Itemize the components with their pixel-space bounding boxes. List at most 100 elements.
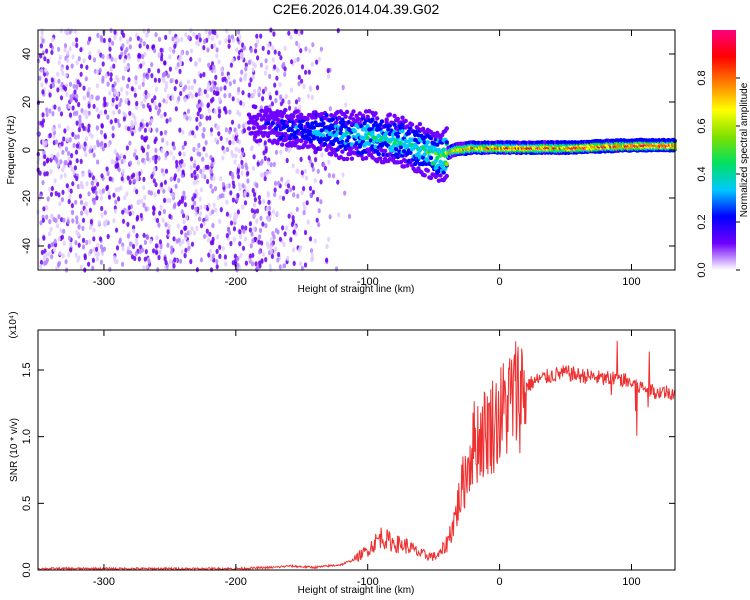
noise-speckle xyxy=(273,82,277,88)
noise-speckle xyxy=(251,252,255,258)
signal-cell xyxy=(375,116,380,121)
noise-speckle xyxy=(41,38,45,44)
noise-speckle xyxy=(96,32,100,39)
noise-speckle xyxy=(153,77,157,83)
noise-speckle xyxy=(227,74,231,81)
noise-speckle xyxy=(122,158,126,164)
noise-speckle xyxy=(105,166,109,172)
noise-speckle xyxy=(108,266,112,272)
noise-speckle xyxy=(221,245,225,251)
noise-speckle xyxy=(209,127,214,133)
noise-speckle xyxy=(264,146,268,152)
noise-speckle xyxy=(195,125,199,131)
noise-speckle xyxy=(158,36,162,42)
noise-speckle xyxy=(211,209,215,215)
noise-speckle xyxy=(88,148,92,154)
noise-speckle xyxy=(62,240,66,246)
noise-speckle xyxy=(189,156,194,162)
noise-speckle xyxy=(270,253,274,259)
noise-speckle xyxy=(72,170,76,176)
noise-speckle xyxy=(126,221,130,227)
noise-speckle xyxy=(262,198,266,204)
colorbar-gradient xyxy=(712,30,736,270)
noise-speckle xyxy=(267,199,271,205)
noise-speckle xyxy=(195,179,199,185)
noise-speckle xyxy=(224,261,228,267)
noise-speckle xyxy=(138,43,142,49)
noise-speckle xyxy=(205,93,209,99)
noise-speckle xyxy=(237,163,241,169)
noise-speckle xyxy=(273,180,278,186)
noise-speckle xyxy=(221,181,226,188)
noise-speckle xyxy=(111,40,115,46)
spectrogram-x-axis: -300 -200 -100 0 100 xyxy=(93,30,641,288)
noise-speckle xyxy=(201,132,205,138)
noise-speckle xyxy=(328,106,332,112)
noise-speckle xyxy=(161,137,165,143)
noise-speckle xyxy=(229,240,233,247)
noise-speckle xyxy=(219,86,223,92)
noise-speckle xyxy=(101,75,105,81)
noise-speckle xyxy=(236,192,240,199)
noise-speckle xyxy=(255,33,259,39)
noise-speckle xyxy=(184,232,188,238)
noise-speckle xyxy=(199,223,204,229)
noise-speckle xyxy=(128,211,132,217)
y-tick-label: 20 xyxy=(21,96,33,108)
noise-speckle xyxy=(157,77,161,83)
noise-speckle xyxy=(283,45,287,51)
noise-speckle xyxy=(107,190,111,196)
noise-speckle xyxy=(122,32,126,39)
noise-speckle xyxy=(150,62,154,68)
noise-speckle xyxy=(235,130,239,136)
y-tick-label: -40 xyxy=(21,238,33,254)
signal-cell xyxy=(362,136,367,141)
noise-speckle xyxy=(171,36,175,42)
noise-speckle xyxy=(225,137,229,143)
noise-speckle xyxy=(310,61,314,67)
noise-speckle xyxy=(141,54,145,60)
noise-speckle xyxy=(42,206,46,212)
noise-speckle xyxy=(45,171,49,177)
signal-cell xyxy=(392,113,397,119)
noise-speckle xyxy=(183,97,187,103)
noise-speckle xyxy=(191,204,195,210)
noise-speckle xyxy=(231,96,235,102)
signal-cell xyxy=(409,142,415,148)
snr-x-label: Height of straight line (km) xyxy=(298,585,415,596)
signal-cell xyxy=(438,159,443,164)
noise-speckle xyxy=(180,195,185,201)
signal-cell xyxy=(321,121,326,126)
noise-speckle xyxy=(187,79,191,85)
noise-speckle xyxy=(111,101,115,107)
noise-speckle xyxy=(153,100,157,106)
noise-speckle xyxy=(185,50,189,56)
noise-speckle xyxy=(96,242,100,249)
noise-speckle xyxy=(109,72,113,78)
noise-speckle xyxy=(95,246,99,252)
noise-speckle xyxy=(310,94,314,100)
signal-cell xyxy=(337,115,342,121)
noise-speckle xyxy=(128,241,132,247)
noise-speckle xyxy=(62,228,66,234)
noise-speckle xyxy=(182,190,186,196)
signal-cell xyxy=(408,150,413,155)
noise-speckle xyxy=(64,259,68,265)
noise-speckle xyxy=(194,206,198,212)
signal-cell xyxy=(291,114,296,119)
noise-speckle xyxy=(196,103,200,109)
noise-speckle xyxy=(118,54,122,60)
noise-speckle xyxy=(152,248,156,254)
noise-speckle xyxy=(187,35,191,41)
noise-speckle xyxy=(193,78,197,84)
noise-speckle xyxy=(179,163,183,169)
noise-speckle xyxy=(164,222,168,228)
noise-speckle xyxy=(183,140,187,146)
noise-speckle xyxy=(184,225,188,231)
noise-speckle xyxy=(114,117,118,124)
noise-speckle xyxy=(293,58,297,64)
noise-speckle xyxy=(202,127,206,133)
noise-speckle xyxy=(254,48,258,54)
noise-speckle xyxy=(57,106,61,112)
noise-speckle xyxy=(128,36,132,42)
